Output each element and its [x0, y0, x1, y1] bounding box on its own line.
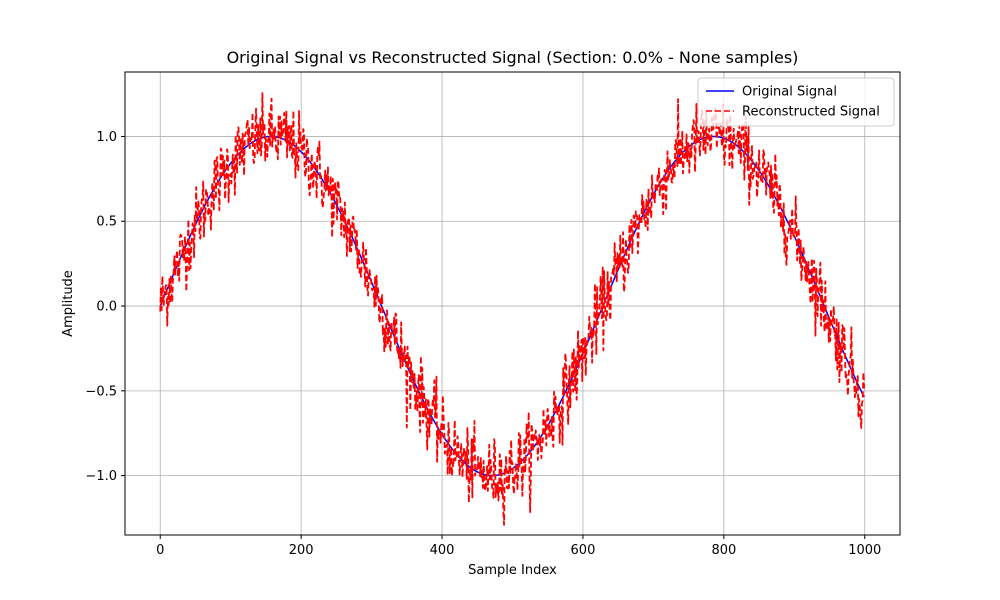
y-tick-label: 0.0: [96, 300, 117, 315]
grid: [125, 72, 900, 535]
x-tick-label: 600: [571, 543, 596, 558]
y-tick-label: −1.0: [85, 469, 117, 484]
x-axis-label: Sample Index: [468, 563, 557, 578]
y-tick-label: 0.5: [96, 215, 117, 230]
x-tick-label: 400: [430, 543, 455, 558]
series-layer: [159, 92, 865, 526]
x-tick-label: 1000: [848, 543, 881, 558]
y-tick-label: −0.5: [85, 384, 117, 399]
ticks: 0 200 400 600 800 1000 −1.0 −0.5 0.0 0.5 1.0: [85, 130, 881, 558]
chart-title: Original Signal vs Reconstructed Signal …: [227, 48, 799, 67]
y-tick-label: 1.0: [96, 130, 117, 145]
x-tick-label: 800: [711, 543, 736, 558]
legend-box: [697, 77, 895, 127]
legend-label-reconstructed: Reconstructed Signal: [742, 105, 880, 120]
plot-frame: [124, 71, 901, 536]
x-tick-label: 200: [289, 543, 314, 558]
legend: Original Signal Reconstructed Signal: [697, 77, 895, 127]
series-line-reconstructed: [159, 92, 865, 526]
y-axis-label: Amplitude: [61, 270, 76, 337]
legend-label-original: Original Signal: [742, 85, 837, 100]
x-tick-label: 0: [156, 543, 164, 558]
